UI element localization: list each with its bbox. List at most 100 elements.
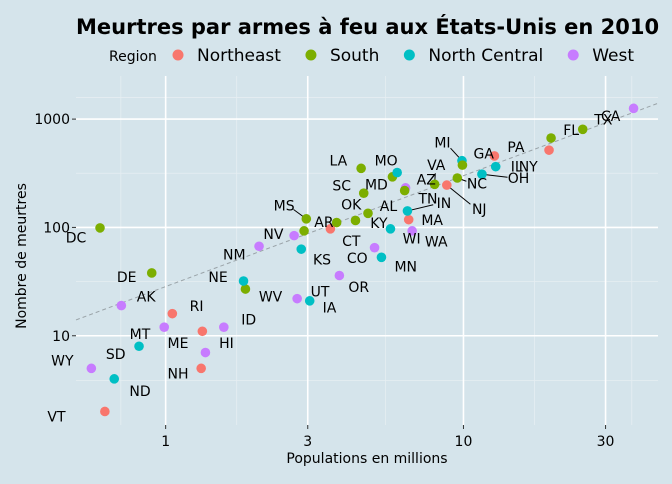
- y-tick-label: 10: [52, 329, 70, 345]
- point-in: [402, 206, 413, 216]
- label-nj: NJ: [472, 202, 487, 218]
- point-ar: [299, 226, 309, 236]
- point-al: [363, 208, 373, 219]
- label-or: OR: [348, 280, 369, 296]
- point-ca: [628, 103, 639, 114]
- label-al: AL: [380, 199, 398, 215]
- point-hi: [200, 347, 211, 358]
- point-ks: [296, 244, 307, 254]
- label-ri: RI: [190, 299, 204, 315]
- label-ak: AK: [137, 289, 157, 305]
- label-la: LA: [329, 154, 347, 170]
- label-md: MD: [365, 177, 388, 193]
- label-nv: NV: [263, 227, 283, 243]
- label-sd: SD: [106, 347, 126, 363]
- label-hi: HI: [219, 336, 234, 352]
- label-ne: NE: [208, 270, 227, 286]
- x-tick-label: 3: [303, 434, 312, 450]
- point-nm: [254, 241, 264, 252]
- label-ar: AR: [314, 215, 334, 231]
- label-ma: MA: [421, 213, 443, 229]
- point-la: [356, 163, 366, 174]
- label-wa: WA: [425, 235, 448, 251]
- point-or: [334, 270, 345, 281]
- point-ut: [292, 293, 302, 304]
- point-fl: [546, 133, 556, 143]
- label-id: ID: [241, 313, 256, 329]
- point-wv: [240, 284, 251, 294]
- x-tick-label: 30: [597, 434, 615, 450]
- point-oh: [477, 169, 487, 180]
- x-tick-label: 10: [455, 434, 473, 450]
- label-ca: CA: [601, 109, 621, 125]
- label-ct: CT: [342, 234, 361, 250]
- legend-key-west: [567, 49, 579, 61]
- point-ak: [116, 300, 127, 311]
- label-nd: ND: [129, 384, 150, 400]
- point-ms: [301, 214, 312, 224]
- label-wy: WY: [51, 354, 74, 370]
- label-in: IN: [437, 196, 452, 212]
- point-ia: [304, 296, 315, 306]
- leader-nj: [446, 184, 471, 205]
- label-me: ME: [168, 336, 189, 352]
- y-axis-label: Nombre de meurtres: [14, 183, 30, 329]
- label-pa: PA: [507, 140, 525, 156]
- point-ny: [544, 145, 554, 155]
- point-tn: [399, 185, 410, 196]
- point-mn: [376, 252, 387, 263]
- chart-title: Meurtres par armes à feu aux États-Unis …: [76, 14, 659, 39]
- label-de: DE: [117, 270, 137, 286]
- point-wa: [407, 226, 417, 236]
- point-va: [429, 179, 440, 190]
- legend-key-north-central: [403, 49, 415, 61]
- point-wi: [385, 224, 396, 234]
- point-ma: [403, 214, 414, 225]
- label-fl: FL: [563, 123, 579, 139]
- point-de: [146, 268, 157, 278]
- label-va: VA: [427, 158, 446, 174]
- point-nd: [109, 374, 120, 384]
- x-axis: 1 3 10 30: [161, 425, 614, 450]
- x-tick-label: 1: [161, 434, 170, 450]
- point-sd: [134, 341, 144, 352]
- point-ne: [238, 276, 249, 286]
- label-co: CO: [347, 251, 368, 267]
- point-id: [219, 322, 229, 332]
- gridlines: [76, 76, 658, 425]
- legend-label-north-central: North Central: [428, 46, 543, 66]
- label-az: AZ: [417, 172, 436, 188]
- point-wy: [86, 363, 97, 374]
- legend: Region Northeast South North Central West: [109, 46, 634, 66]
- label-ky: KY: [370, 216, 388, 232]
- point-mt: [159, 322, 170, 332]
- label-sc: SC: [332, 179, 351, 195]
- label-nc: NC: [467, 176, 487, 192]
- point-co: [369, 242, 380, 253]
- label-ms: MS: [274, 198, 295, 214]
- point-mo: [392, 167, 402, 178]
- label-ia: IA: [323, 300, 337, 316]
- legend-title: Region: [109, 49, 157, 65]
- point-tx: [577, 124, 588, 135]
- legend-key-northeast: [172, 49, 184, 61]
- label-tn: TN: [417, 191, 437, 207]
- point-ky: [350, 215, 361, 226]
- label-mn: MN: [394, 259, 417, 275]
- point-ri: [167, 308, 178, 319]
- y-tick-label: 1000: [34, 112, 70, 128]
- point-ct: [325, 224, 336, 234]
- label-mt: MT: [130, 327, 151, 343]
- y-axis: 10 100 1000: [34, 112, 76, 345]
- point-sc: [358, 188, 369, 199]
- point-nj: [442, 180, 452, 190]
- point-nh: [196, 363, 206, 374]
- legend-key-south: [305, 49, 317, 61]
- point-nc: [452, 173, 463, 183]
- label-mo: MO: [375, 154, 398, 170]
- label-dc: DC: [66, 230, 87, 246]
- label-wi: WI: [403, 232, 421, 248]
